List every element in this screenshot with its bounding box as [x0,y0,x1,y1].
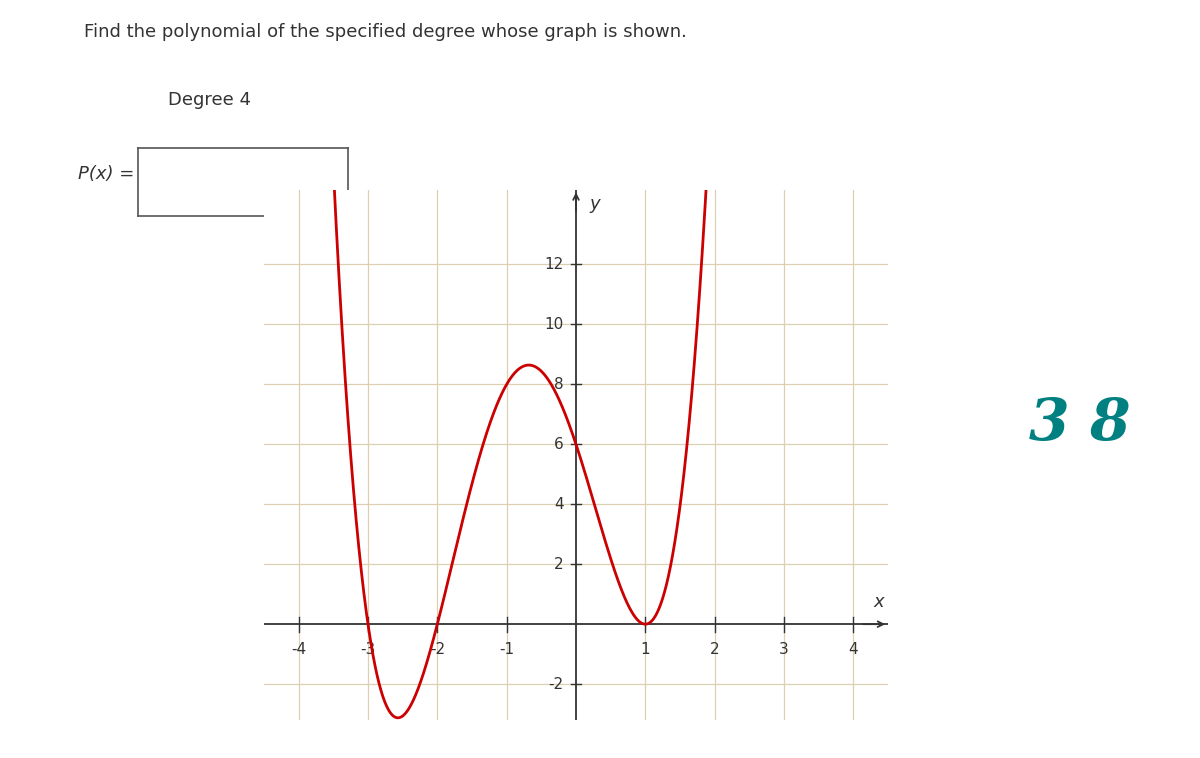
Text: Degree 4: Degree 4 [168,91,251,109]
Text: Find the polynomial of the specified degree whose graph is shown.: Find the polynomial of the specified deg… [84,23,686,41]
Text: -3: -3 [360,642,376,657]
Text: -4: -4 [292,642,306,657]
Text: x: x [874,593,884,611]
Text: P(x) =: P(x) = [78,165,134,183]
Text: y: y [590,196,600,214]
Text: 2: 2 [710,642,720,657]
Text: 1: 1 [641,642,650,657]
Text: -2: -2 [430,642,445,657]
Text: 6: 6 [553,437,564,452]
Text: 3: 3 [779,642,788,657]
Text: 3 8: 3 8 [1030,396,1130,453]
Text: 2: 2 [554,556,564,572]
Text: 4: 4 [554,496,564,512]
Text: -1: -1 [499,642,515,657]
Text: 4: 4 [848,642,858,657]
Text: 10: 10 [545,317,564,332]
Text: 12: 12 [545,257,564,272]
Text: 8: 8 [554,377,564,392]
Text: -2: -2 [548,677,564,691]
